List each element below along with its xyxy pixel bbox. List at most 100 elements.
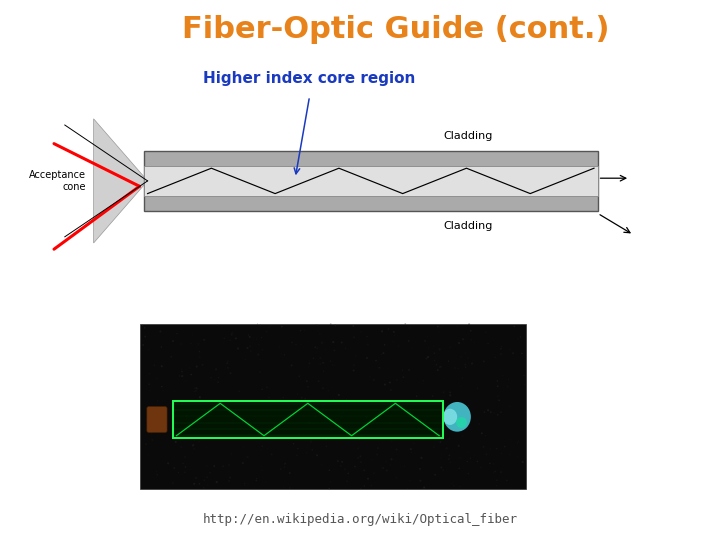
Point (237, 459, 248, 468)
Point (286, 361, 297, 370)
Point (515, 333, 526, 341)
Point (320, 442, 332, 450)
Point (379, 380, 391, 389)
Point (256, 465, 267, 474)
Point (242, 453, 253, 461)
Point (264, 323, 275, 332)
Point (449, 363, 461, 372)
Point (239, 481, 251, 490)
Point (455, 418, 467, 427)
Point (372, 444, 384, 453)
Point (437, 322, 449, 331)
Point (318, 367, 330, 375)
Point (175, 470, 186, 479)
Point (359, 466, 370, 475)
Point (444, 418, 455, 427)
Ellipse shape (444, 402, 471, 431)
Point (148, 323, 160, 332)
Point (381, 466, 392, 475)
Point (504, 402, 516, 410)
Point (329, 432, 341, 441)
Point (484, 459, 495, 468)
Point (189, 387, 200, 396)
Point (148, 361, 160, 369)
Point (310, 412, 321, 421)
Point (181, 413, 192, 421)
Point (168, 387, 180, 396)
Point (233, 387, 245, 396)
Point (405, 448, 417, 457)
Point (478, 442, 490, 451)
Point (276, 322, 288, 331)
Point (260, 478, 271, 487)
Point (246, 363, 257, 372)
Point (405, 476, 416, 485)
Point (476, 429, 487, 437)
Point (157, 396, 168, 404)
Point (435, 362, 446, 371)
Point (198, 484, 210, 492)
Point (261, 327, 272, 336)
Point (435, 407, 446, 416)
Point (503, 375, 514, 384)
Point (353, 409, 364, 418)
Point (492, 376, 503, 385)
Point (167, 337, 179, 346)
Point (462, 389, 474, 397)
Point (261, 444, 273, 453)
Point (215, 432, 227, 441)
Point (281, 472, 292, 481)
Point (185, 373, 197, 382)
Point (423, 343, 435, 352)
Point (292, 444, 304, 453)
Point (384, 460, 396, 469)
Point (355, 484, 366, 493)
Point (441, 353, 453, 362)
Point (325, 477, 336, 486)
Point (402, 484, 413, 492)
Point (454, 464, 465, 472)
Point (194, 374, 206, 383)
Point (406, 344, 418, 353)
Point (179, 468, 191, 477)
Point (149, 462, 161, 470)
Point (168, 464, 180, 472)
Point (495, 349, 507, 358)
Point (457, 432, 469, 441)
Point (315, 476, 327, 485)
Point (291, 451, 302, 460)
Point (379, 369, 391, 377)
Point (174, 409, 186, 418)
Point (361, 413, 372, 421)
Point (385, 413, 397, 422)
Point (495, 408, 507, 416)
Point (151, 470, 163, 479)
Point (325, 357, 336, 366)
Point (365, 323, 377, 332)
Point (408, 430, 420, 439)
Point (339, 465, 351, 474)
Point (431, 361, 442, 369)
Point (210, 416, 221, 425)
Point (312, 344, 323, 353)
Point (212, 378, 224, 387)
Point (305, 438, 317, 447)
Point (490, 467, 501, 476)
Text: Fiber-Optic Guide (cont.): Fiber-Optic Guide (cont.) (182, 15, 610, 44)
Point (446, 479, 457, 488)
Point (254, 321, 266, 329)
Point (432, 322, 444, 331)
Point (402, 418, 414, 427)
Point (207, 467, 219, 475)
Point (201, 443, 212, 452)
Point (408, 439, 420, 448)
Point (282, 431, 293, 440)
Point (454, 454, 466, 462)
Point (433, 327, 444, 336)
Point (211, 478, 222, 487)
Point (505, 435, 517, 444)
Point (462, 457, 473, 466)
Point (368, 376, 379, 384)
Point (156, 382, 168, 391)
Point (199, 335, 210, 344)
